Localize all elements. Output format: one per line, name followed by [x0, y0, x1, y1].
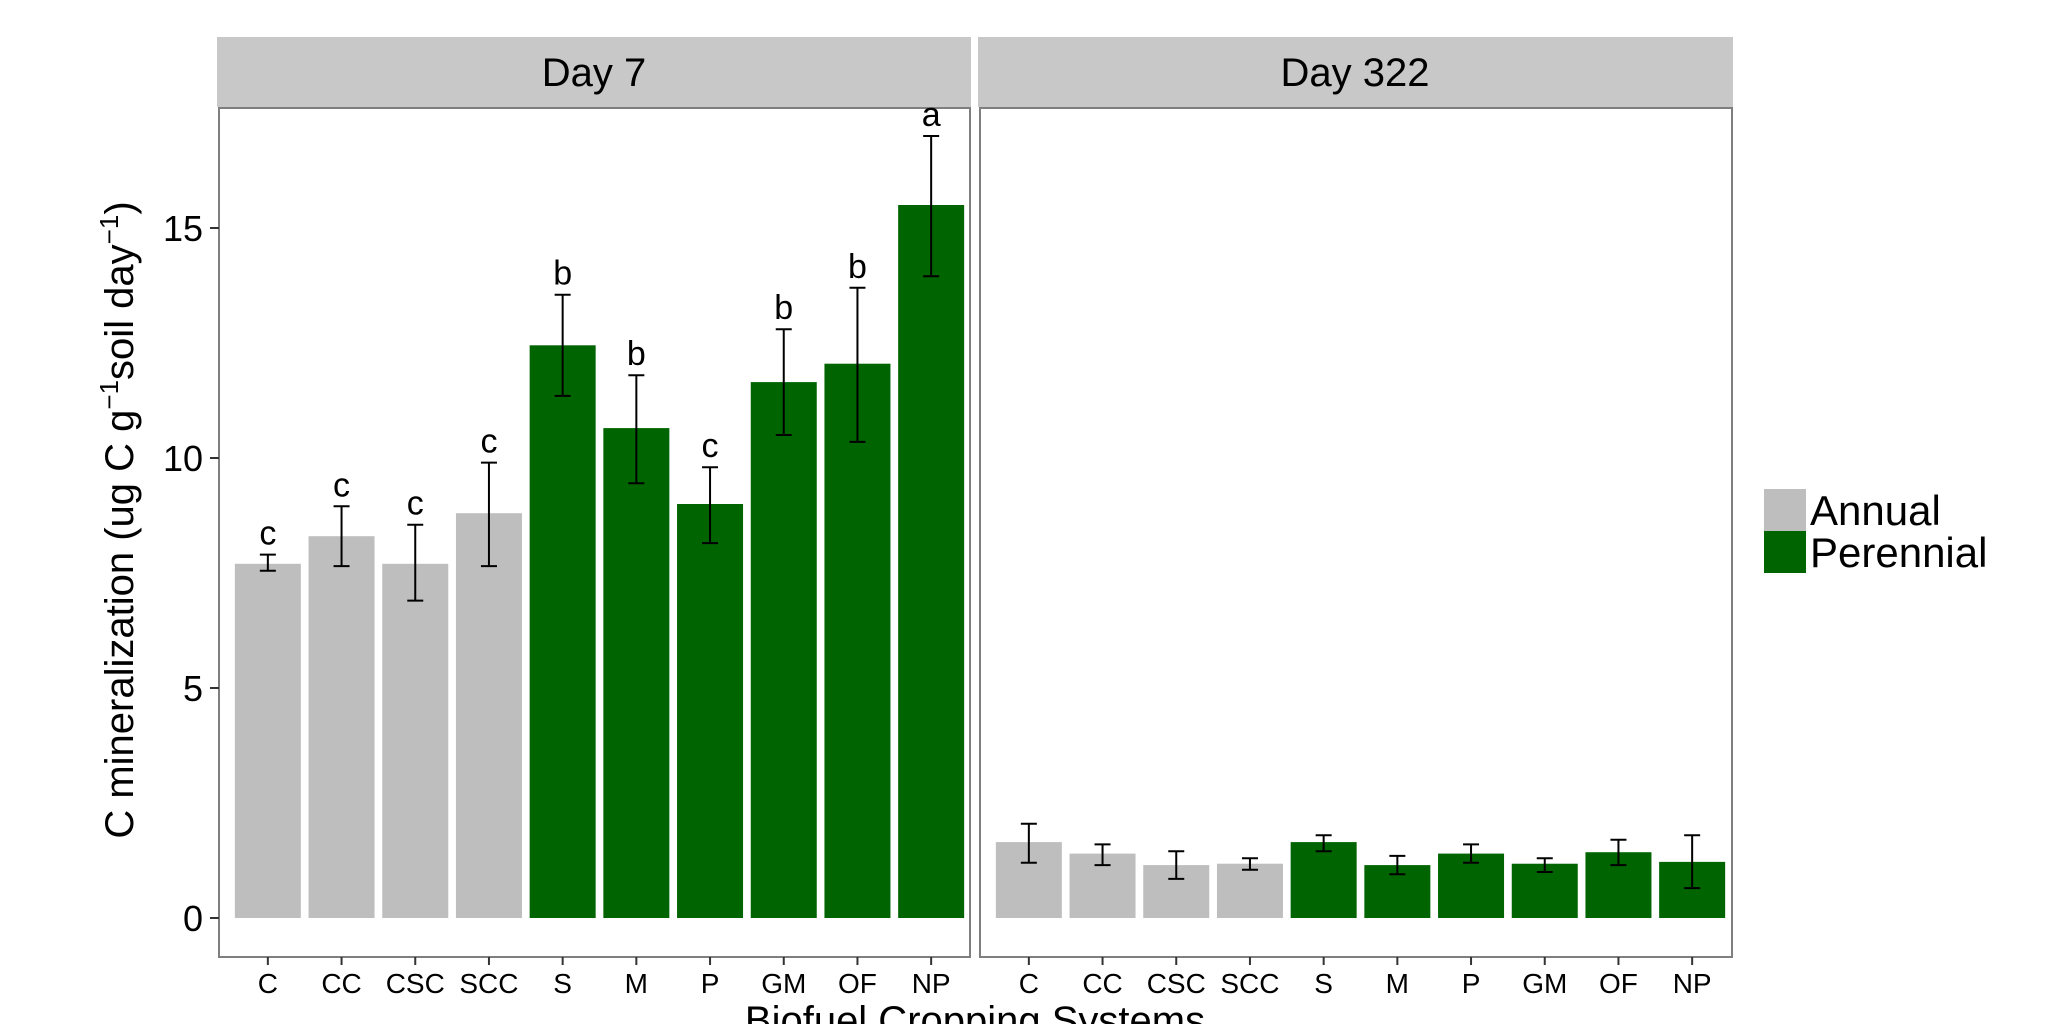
bar-0-CSC [382, 563, 449, 918]
bar-0-GM [750, 382, 817, 919]
bar-1-P [1438, 853, 1505, 918]
panel-day7-strip [217, 37, 971, 107]
x-tick-label-0-CSC: CSC [386, 968, 445, 999]
bar-0-OF [824, 363, 891, 918]
panel-day322-title: Day 322 [1281, 51, 1430, 95]
x-tick-label-0-C: C [258, 968, 278, 999]
y-axis-title-sup2: −1 [94, 215, 124, 245]
x-tick-label-0-NP: NP [912, 968, 951, 999]
sig-label-0-CSC: c [407, 485, 424, 523]
x-tick-label-0-P: P [701, 968, 720, 999]
y-tick-label-5: 5 [183, 668, 203, 709]
x-axis-title: Biofuel Cropping Systems [745, 999, 1205, 1024]
x-tick-label-0-SCC: SCC [459, 968, 518, 999]
y-tick-label-15: 15 [163, 208, 203, 249]
panel-day322-strip [978, 37, 1733, 107]
panel-day7-marks: c Cc CC c CSC c SCC b Sb Mc Pb GM b OF a NP [234, 96, 965, 999]
bar-1-SCC [1216, 863, 1283, 918]
x-tick-label-1-S: S [1314, 968, 1333, 999]
sig-label-0-GM: b [774, 289, 793, 327]
legend-swatch-perennial [1764, 531, 1806, 573]
x-tick-label-1-OF: OF [1599, 968, 1638, 999]
x-tick-label-0-CC: CC [321, 968, 361, 999]
x-tick-label-1-NP: NP [1673, 968, 1712, 999]
x-tick-label-1-M: M [1386, 968, 1409, 999]
bar-0-C [234, 563, 301, 918]
panel-day7-title: Day 7 [542, 51, 647, 95]
y-tick-label-10: 10 [163, 438, 203, 479]
panel-day322-marks: C CC CSC SCC S M P GM OF NP [995, 822, 1726, 999]
bar-1-S [1290, 842, 1357, 918]
bar-0-M [603, 428, 670, 918]
bar-0-CC [308, 536, 375, 918]
y-axis: 0 5 10 15 [163, 208, 219, 939]
x-tick-label-0-S: S [553, 968, 572, 999]
x-tick-label-0-OF: OF [838, 968, 877, 999]
x-tick-label-1-CC: CC [1082, 968, 1122, 999]
sig-label-0-P: c [702, 427, 719, 465]
x-tick-label-1-P: P [1462, 968, 1481, 999]
x-tick-label-0-M: M [625, 968, 648, 999]
sig-label-0-SCC: c [480, 423, 497, 461]
y-axis-title-mid: soil day [98, 244, 142, 380]
y-axis-title-end: ) [98, 201, 142, 214]
x-tick-label-1-C: C [1019, 968, 1039, 999]
bar-0-S [529, 345, 596, 918]
sig-label-0-C: c [259, 515, 276, 553]
bar-0-P [677, 504, 744, 918]
panel-day322-frame [979, 107, 1733, 958]
y-tick-label-0: 0 [183, 898, 203, 939]
y-axis-title-main: C mineralization (ug C g [98, 410, 142, 839]
x-tick-label-1-CSC: CSC [1147, 968, 1206, 999]
y-axis-title-sup1: −1 [94, 380, 124, 410]
x-tick-label-1-SCC: SCC [1220, 968, 1279, 999]
bar-0-NP [898, 205, 965, 918]
legend: Annual Perennial [1764, 487, 1987, 576]
legend-label-perennial: Perennial [1810, 529, 1987, 576]
sig-label-0-M: b [627, 335, 646, 373]
legend-swatch-annual [1764, 489, 1806, 531]
sig-label-0-CC: c [333, 466, 350, 504]
sig-label-0-NP: a [922, 96, 941, 134]
sig-label-0-OF: b [848, 248, 867, 286]
x-tick-label-1-GM: GM [1522, 968, 1567, 999]
x-tick-label-0-GM: GM [761, 968, 806, 999]
legend-label-annual: Annual [1810, 487, 1941, 534]
sig-label-0-S: b [553, 255, 572, 293]
y-axis-title: C mineralization (ug C g−1soil day−1) [94, 201, 142, 838]
bar-0-SCC [455, 513, 522, 918]
